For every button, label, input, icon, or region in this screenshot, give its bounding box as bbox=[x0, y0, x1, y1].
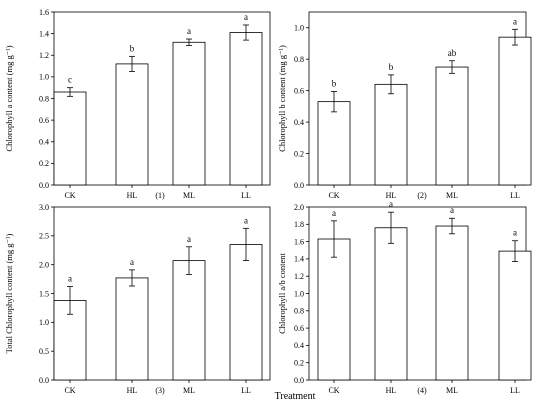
chart1-category-label: HL bbox=[127, 191, 138, 200]
chart4-significance-label: a bbox=[332, 208, 336, 218]
chart2-ytick-label: 1.0 bbox=[294, 24, 304, 33]
chart2-category-label: ML bbox=[446, 191, 458, 200]
chart2-panel-tag: (2) bbox=[417, 191, 427, 200]
chart4-significance-label: a bbox=[450, 205, 454, 215]
chart1-category-label: ML bbox=[183, 191, 195, 200]
chart3-significance-label: a bbox=[244, 215, 248, 225]
chart2-category-label: CK bbox=[328, 191, 339, 200]
chart3-ytick-label: 0.0 bbox=[39, 376, 49, 385]
chart2-significance-label: b bbox=[332, 78, 337, 88]
chart2-category-label: LL bbox=[510, 191, 520, 200]
chart1-bar-ck bbox=[53, 91, 87, 186]
chart3-category-label: LL bbox=[241, 386, 251, 395]
chart2-significance-label: ab bbox=[448, 48, 457, 58]
chart3-ytick-label: 3.0 bbox=[39, 203, 49, 212]
chart4-category-label: CK bbox=[328, 386, 339, 395]
chart4-ytick-label: 0.4 bbox=[294, 341, 304, 350]
chart1-ytick-label: 0.6 bbox=[39, 116, 49, 125]
chart2-significance-label: a bbox=[513, 16, 517, 26]
chart1-bar-ll bbox=[229, 32, 263, 186]
chart4-category-label: HL bbox=[386, 386, 397, 395]
chart4-ytick-label: 1.6 bbox=[294, 237, 304, 246]
chart1-category-label: CK bbox=[64, 191, 75, 200]
chart3-significance-label: a bbox=[130, 257, 134, 267]
chart3-significance-label: a bbox=[187, 234, 191, 244]
chart2-bar-ck bbox=[317, 101, 351, 186]
chart1-panel-tag: (1) bbox=[155, 191, 165, 200]
chart3-ytick-label: 1.0 bbox=[39, 318, 49, 327]
chart2-significance-label: b bbox=[389, 62, 394, 72]
chart3-ytick-label: 0.5 bbox=[39, 347, 49, 356]
chart2-bar-hl bbox=[374, 83, 408, 186]
chart4-ytick-label: 0.0 bbox=[294, 376, 304, 385]
chart4-significance-label: a bbox=[513, 228, 517, 238]
chart1-ytick-label: 0.0 bbox=[39, 181, 49, 190]
chart1-ytick-label: 1.6 bbox=[39, 8, 49, 17]
chart1-significance-label: c bbox=[68, 75, 72, 85]
chart2-category-label: HL bbox=[386, 191, 397, 200]
chart1-bar-hl bbox=[115, 63, 149, 186]
chart3-bar-hl bbox=[115, 277, 149, 381]
chart4-bar-ck bbox=[317, 238, 351, 381]
chart3-category-label: CK bbox=[64, 386, 75, 395]
chart4-ytick-label: 1.0 bbox=[294, 289, 304, 298]
chart1-category-label: LL bbox=[241, 191, 251, 200]
chart3-panel-tag: (3) bbox=[155, 386, 165, 395]
chart3-y-axis-label: Total Chlorophyll content (mg g⁻¹) bbox=[4, 233, 14, 353]
chart2-y-axis-label: Chlorophyll b content (mg g⁻¹) bbox=[277, 45, 287, 152]
chart1-ytick-label: 1.0 bbox=[39, 73, 49, 82]
chart2-bar-ll bbox=[498, 36, 532, 186]
chart2-bar-ml bbox=[435, 66, 469, 186]
chart4-significance-label: a bbox=[389, 199, 393, 209]
chart4-ytick-label: 2.0 bbox=[294, 203, 304, 212]
chart4-ytick-label: 0.8 bbox=[294, 307, 304, 316]
x-axis-title: Treatment bbox=[275, 391, 316, 402]
chart3-category-label: HL bbox=[127, 386, 138, 395]
chart4-y-axis-label: Chlorophyll a/b content bbox=[277, 252, 287, 333]
chart2-ytick-label: 0.6 bbox=[294, 86, 304, 95]
chart1-significance-label: b bbox=[130, 43, 135, 53]
chart4-ytick-label: 0.6 bbox=[294, 324, 304, 333]
chart4-category-label: ML bbox=[446, 386, 458, 395]
chart3-category-label: ML bbox=[183, 386, 195, 395]
chart3-significance-label: a bbox=[68, 274, 72, 284]
chart4-bar-hl bbox=[374, 227, 408, 381]
chart4-ytick-label: 1.8 bbox=[294, 220, 304, 229]
chart2-ytick-label: 0.4 bbox=[294, 118, 304, 127]
chart4-ytick-label: 1.4 bbox=[294, 255, 304, 264]
chart2-ytick-label: 0.2 bbox=[294, 149, 304, 158]
chart4-category-label: LL bbox=[510, 386, 520, 395]
chart4-panel-tag: (4) bbox=[417, 386, 427, 395]
chart3-ytick-label: 1.5 bbox=[39, 289, 49, 298]
chart4-ytick-label: 1.2 bbox=[294, 272, 304, 281]
chart2-ytick-label: 0.8 bbox=[294, 55, 304, 64]
chart1-significance-label: a bbox=[187, 26, 191, 36]
chart4-ytick-label: 0.2 bbox=[294, 359, 304, 368]
chart4-bar-ll bbox=[498, 250, 532, 381]
chart1-ytick-label: 0.8 bbox=[39, 94, 49, 103]
chart2-ytick-label: 0.0 bbox=[294, 181, 304, 190]
chart4-bar-ml bbox=[435, 225, 469, 381]
chart1-significance-label: a bbox=[244, 12, 248, 22]
chart3-ytick-label: 2.5 bbox=[39, 232, 49, 241]
chart3-bar-ml bbox=[172, 260, 206, 381]
chart1-y-axis-label: Chlorophyll a content (mg g⁻¹) bbox=[4, 45, 14, 151]
chart3-bar-ll bbox=[229, 244, 263, 381]
chart1-bar-ml bbox=[172, 41, 206, 186]
chart1-ytick-label: 0.2 bbox=[39, 159, 49, 168]
chart1-ytick-label: 1.2 bbox=[39, 51, 49, 60]
chart1-ytick-label: 0.4 bbox=[39, 138, 49, 147]
chart3-ytick-label: 2.0 bbox=[39, 260, 49, 269]
chart1-ytick-label: 1.4 bbox=[39, 29, 49, 38]
